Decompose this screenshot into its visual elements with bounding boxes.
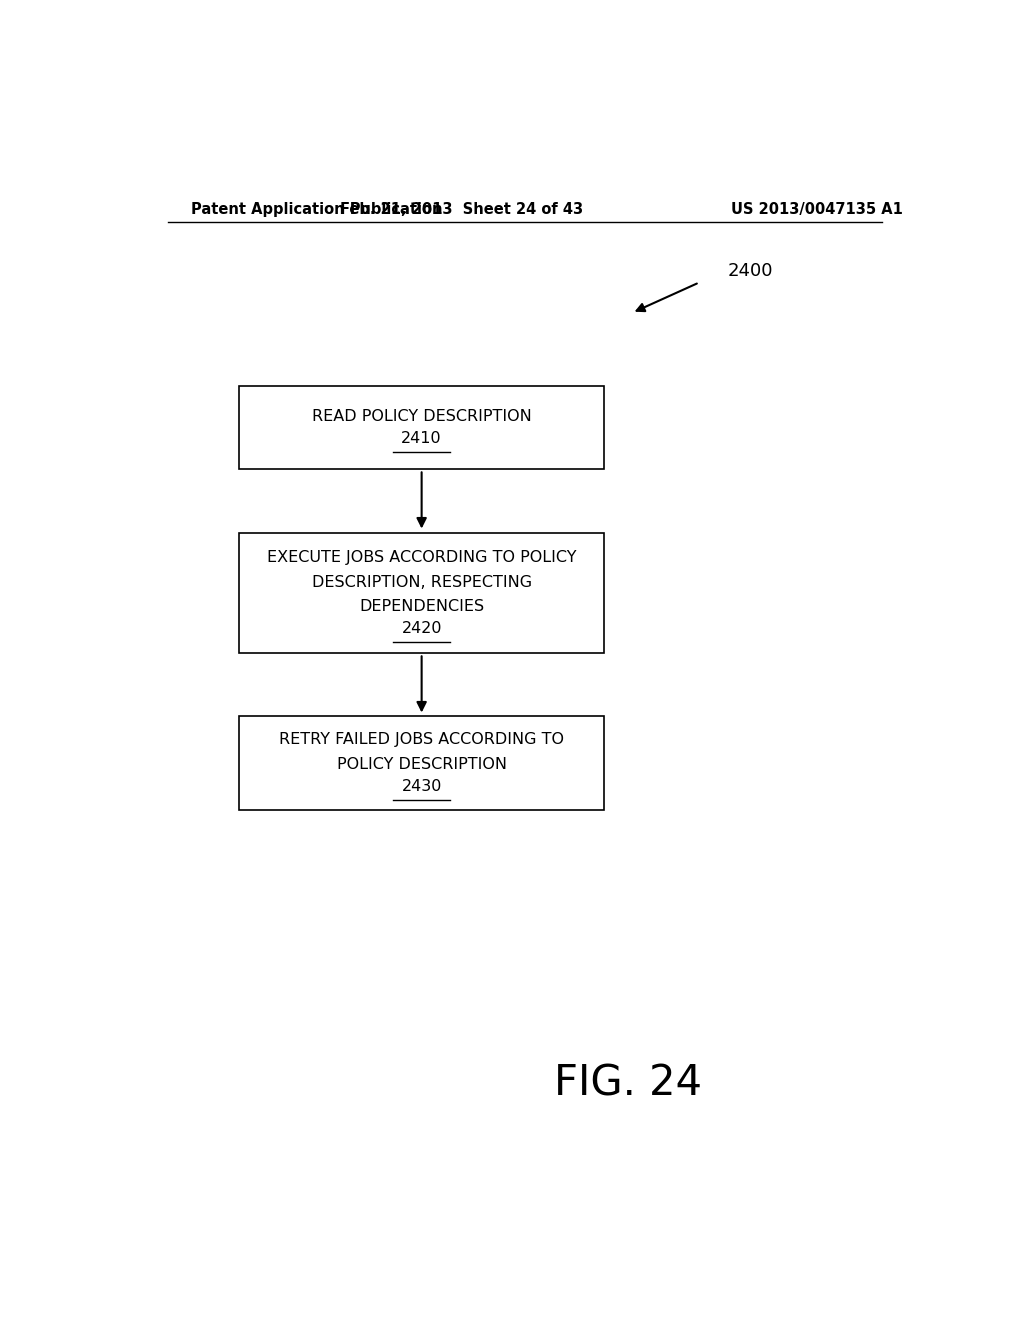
Text: Feb. 21, 2013  Sheet 24 of 43: Feb. 21, 2013 Sheet 24 of 43 bbox=[340, 202, 583, 216]
Text: RETRY FAILED JOBS ACCORDING TO: RETRY FAILED JOBS ACCORDING TO bbox=[280, 733, 564, 747]
Text: DEPENDENCIES: DEPENDENCIES bbox=[359, 599, 484, 614]
Text: READ POLICY DESCRIPTION: READ POLICY DESCRIPTION bbox=[311, 409, 531, 424]
Text: FIG. 24: FIG. 24 bbox=[554, 1063, 702, 1105]
Text: US 2013/0047135 A1: US 2013/0047135 A1 bbox=[731, 202, 903, 216]
Text: DESCRIPTION, RESPECTING: DESCRIPTION, RESPECTING bbox=[311, 574, 531, 590]
Text: Patent Application Publication: Patent Application Publication bbox=[191, 202, 443, 216]
Text: 2400: 2400 bbox=[727, 263, 773, 280]
Text: POLICY DESCRIPTION: POLICY DESCRIPTION bbox=[337, 756, 507, 772]
Bar bbox=[239, 717, 604, 810]
Text: 2420: 2420 bbox=[401, 622, 442, 636]
Bar bbox=[239, 385, 604, 470]
Text: 2410: 2410 bbox=[401, 432, 442, 446]
Text: 2430: 2430 bbox=[401, 779, 441, 795]
Text: EXECUTE JOBS ACCORDING TO POLICY: EXECUTE JOBS ACCORDING TO POLICY bbox=[267, 550, 577, 565]
Bar bbox=[239, 533, 604, 653]
